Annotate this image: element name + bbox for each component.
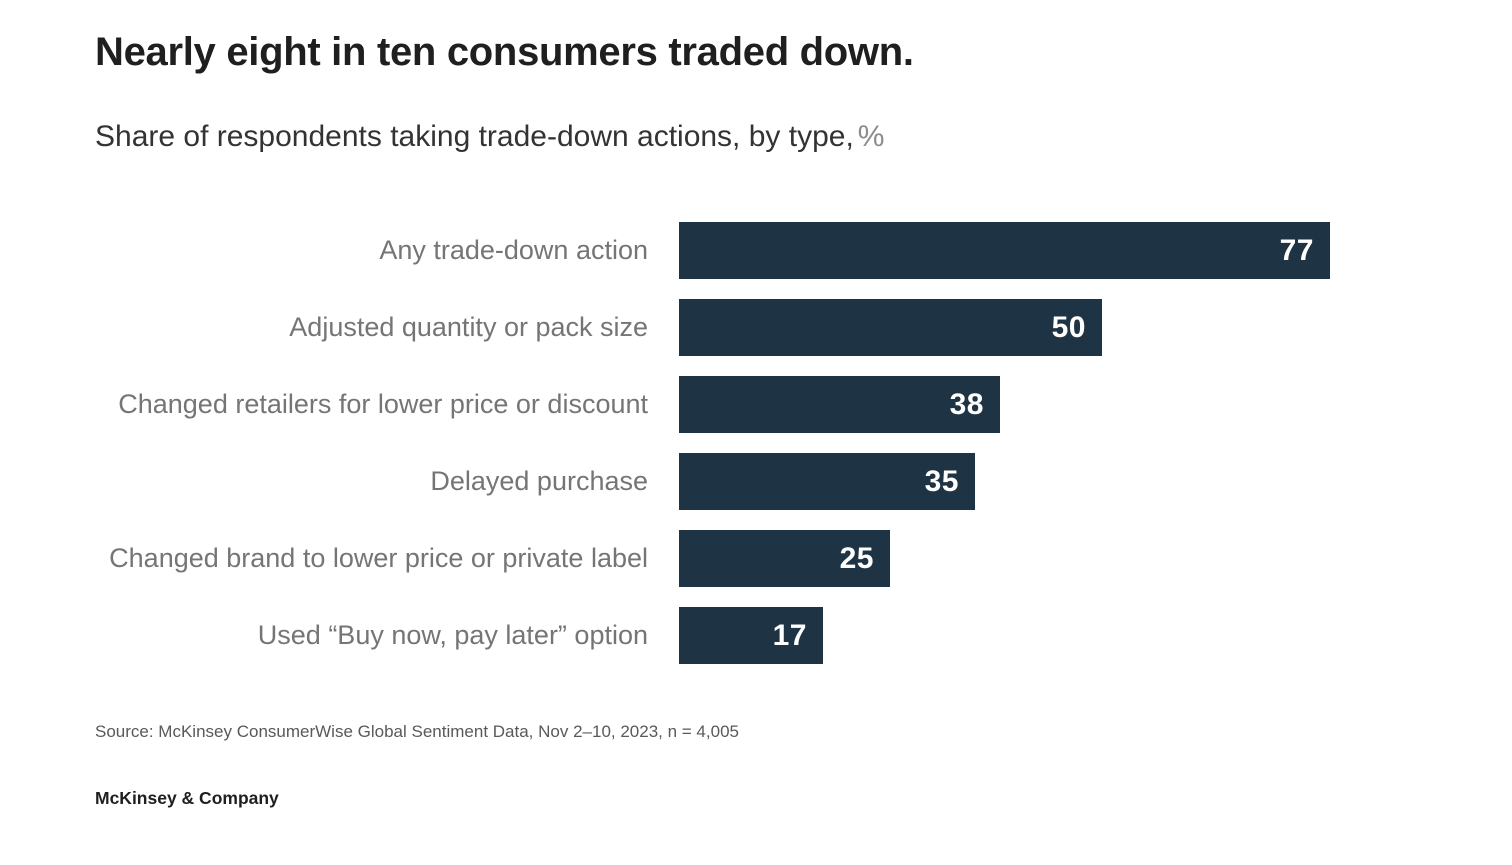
- bar: 17: [679, 607, 823, 664]
- bar-value-label: 77: [1279, 233, 1314, 267]
- category-label: Changed retailers for lower price or dis…: [118, 388, 648, 419]
- bar: 35: [679, 453, 975, 510]
- bar-chart: Any trade-down action 77 Adjusted quanti…: [95, 222, 1330, 664]
- bar: 38: [679, 376, 1000, 433]
- category-label: Any trade-down action: [379, 234, 648, 265]
- subtitle-unit: %: [857, 120, 885, 153]
- category-label: Adjusted quantity or pack size: [289, 311, 648, 342]
- bar-value-label: 25: [839, 541, 874, 575]
- bar-row: Changed brand to lower price or private …: [95, 530, 1330, 587]
- bar-row: Any trade-down action 77: [95, 222, 1330, 279]
- category-label: Delayed purchase: [430, 465, 648, 496]
- bar-row: Changed retailers for lower price or dis…: [95, 376, 1330, 433]
- page-title: Nearly eight in ten consumers traded dow…: [95, 30, 914, 74]
- category-label: Used “Buy now, pay later” option: [257, 619, 648, 650]
- bar-value-label: 35: [924, 464, 959, 498]
- bar-row: Adjusted quantity or pack size 50: [95, 299, 1330, 356]
- bar: 25: [679, 530, 890, 587]
- bar-value-label: 17: [772, 618, 807, 652]
- bar-value-label: 50: [1051, 310, 1086, 344]
- chart-subtitle: Share of respondents taking trade-down a…: [95, 120, 884, 154]
- bar-row: Delayed purchase 35: [95, 453, 1330, 510]
- bar: 50: [679, 299, 1102, 356]
- bar-value-label: 38: [949, 387, 984, 421]
- bar-row: Used “Buy now, pay later” option 17: [95, 607, 1330, 664]
- mckinsey-wordmark: McKinsey & Company: [95, 788, 279, 808]
- bar: 77: [679, 222, 1330, 279]
- subtitle-text: Share of respondents taking trade-down a…: [95, 120, 854, 153]
- source-note: Source: McKinsey ConsumerWise Global Sen…: [95, 722, 739, 741]
- category-label: Changed brand to lower price or private …: [109, 542, 648, 573]
